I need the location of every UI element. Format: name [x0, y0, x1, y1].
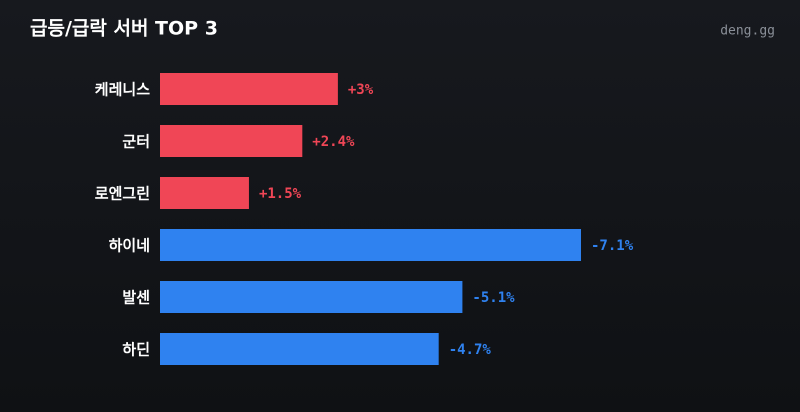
category-label: 군터 — [122, 133, 150, 151]
value-label: -4.7% — [449, 342, 492, 358]
value-label: -7.1% — [591, 238, 634, 254]
bar — [160, 125, 303, 157]
value-label: +1.5% — [259, 186, 302, 202]
chart-title: 급등/급락 서버 TOP 3 — [30, 18, 218, 40]
bar — [160, 333, 439, 365]
value-label: +2.4% — [312, 134, 355, 150]
bar — [160, 281, 463, 313]
value-label: +3% — [348, 82, 374, 98]
category-label: 발센 — [122, 289, 150, 307]
bar — [160, 73, 338, 105]
bar — [160, 229, 581, 261]
category-label: 하딘 — [122, 341, 150, 359]
value-label: -5.1% — [472, 290, 515, 306]
bar — [160, 177, 249, 209]
category-label: 케레니스 — [95, 81, 150, 99]
source: deng.gg — [720, 24, 775, 39]
category-label: 하이네 — [109, 237, 150, 255]
category-label: 로엔그린 — [95, 185, 150, 203]
